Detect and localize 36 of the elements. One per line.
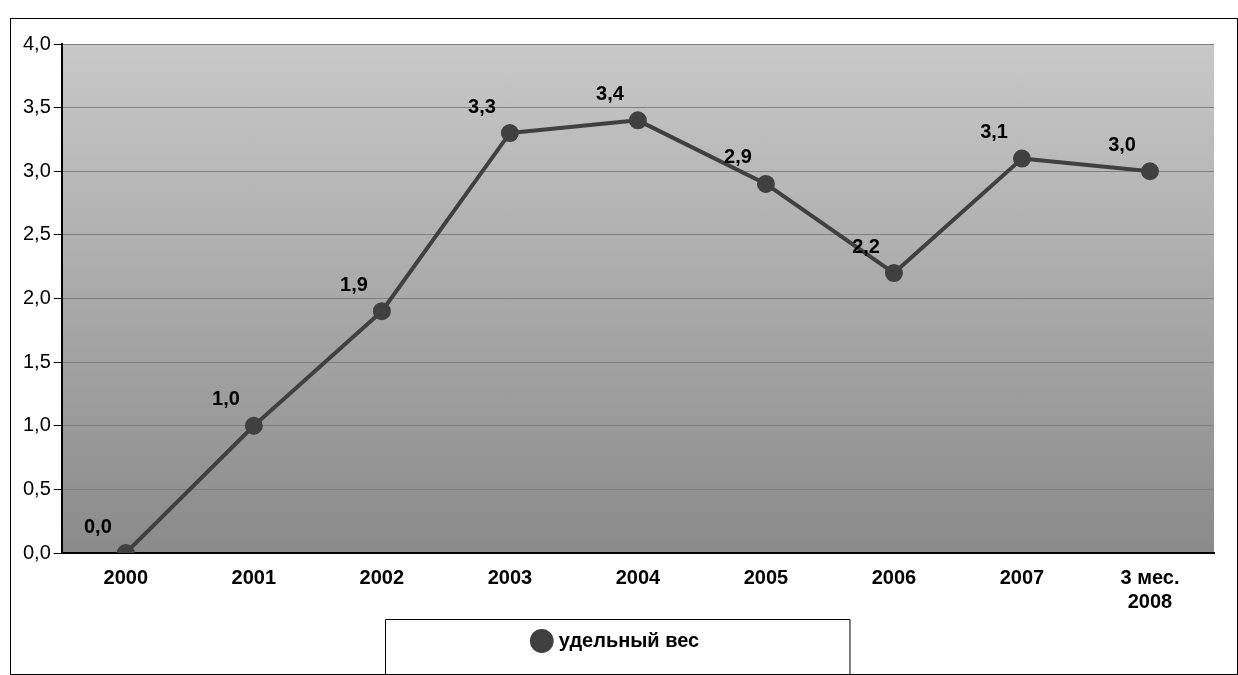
- data-label: 3,1: [980, 120, 1008, 143]
- data-label: 2,2: [852, 234, 880, 257]
- point: [1140, 162, 1159, 181]
- x-tick-label: 2000: [103, 565, 149, 588]
- x-tick-label: 2002: [359, 565, 405, 588]
- x-tick-label: 2001: [231, 565, 277, 588]
- x-tick-label: 2004: [615, 565, 662, 588]
- y-tick-label: 1,0: [22, 413, 51, 436]
- point: [500, 124, 519, 143]
- point: [244, 416, 263, 435]
- y-tick-label: 4,0: [22, 31, 51, 54]
- y-tick-label: 3,0: [22, 158, 51, 181]
- y-tick-label: 2,0: [22, 286, 51, 309]
- y-tick-label: 0,0: [22, 540, 51, 563]
- x-tick-label: 2005: [743, 565, 789, 588]
- y-tick-label: 2,5: [22, 222, 51, 245]
- data-label: 2,9: [724, 145, 752, 168]
- legend-label: удельный вес: [558, 628, 700, 651]
- data-label: 1,9: [340, 272, 368, 295]
- data-label: 1,0: [212, 387, 240, 410]
- data-label: 3,4: [596, 81, 625, 104]
- y-tick-label: 0,5: [22, 476, 51, 499]
- data-label: 0,0: [84, 514, 112, 537]
- x-tick-label: 2007: [999, 565, 1045, 588]
- point: [372, 302, 391, 321]
- data-label: 3,3: [468, 94, 496, 117]
- x-tick-label: 2003: [487, 565, 533, 588]
- point: [884, 264, 903, 283]
- x-tick-label: 3 мес. 2008: [1120, 565, 1180, 612]
- point: [1012, 149, 1031, 168]
- data-label: 3,0: [1108, 132, 1136, 155]
- point: [628, 111, 647, 130]
- y-tick-label: 1,5: [22, 349, 51, 372]
- point: [756, 174, 775, 193]
- y-tick-label: 3,5: [22, 95, 51, 118]
- x-tick-label: 2006: [871, 565, 917, 588]
